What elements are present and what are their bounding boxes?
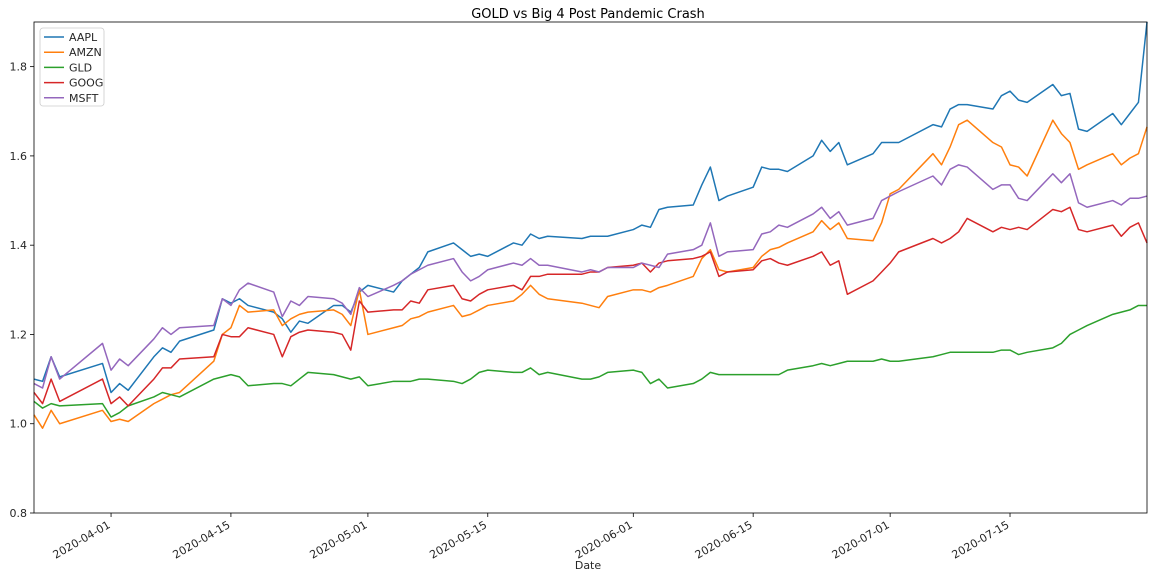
y-axis: 0.8 1.0 1.2 1.4 1.6 1.8 xyxy=(10,61,34,520)
x-tick-label: 2020-04-01 xyxy=(51,518,113,561)
y-tick-label: 1.8 xyxy=(10,61,28,74)
x-tick-label: 2020-05-01 xyxy=(308,518,370,561)
chart-title: GOLD vs Big 4 Post Pandemic Crash xyxy=(471,7,705,22)
x-tick-label: 2020-06-01 xyxy=(573,518,635,561)
x-axis: 2020-04-01 2020-04-15 2020-05-01 2020-05-15… xyxy=(51,513,1012,562)
x-tick-label: 2020-07-15 xyxy=(950,518,1012,561)
y-tick-label: 1.6 xyxy=(10,150,28,163)
plot-frame xyxy=(33,21,1148,514)
series-line-msft xyxy=(33,164,1148,389)
series-line-gld xyxy=(33,304,1147,418)
x-tick-label: 2020-07-01 xyxy=(830,518,892,561)
x-axis-label: Date xyxy=(575,559,602,572)
series-layer xyxy=(33,21,1148,429)
y-tick-label: 1.0 xyxy=(10,418,28,431)
x-tick-label: 2020-04-15 xyxy=(171,518,233,561)
y-tick-label: 0.8 xyxy=(10,507,28,520)
legend-box xyxy=(39,27,105,107)
legend: AAPL AMZN GLD GOOG MSFT xyxy=(39,27,105,107)
y-tick-label: 1.4 xyxy=(10,239,28,252)
series-line-aapl xyxy=(33,21,1148,394)
legend-label-amzn: AMZN xyxy=(69,46,102,59)
legend-label-msft: MSFT xyxy=(69,92,99,105)
x-tick-label: 2020-06-15 xyxy=(693,518,755,561)
series-line-goog xyxy=(33,206,1148,407)
y-tick-label: 1.2 xyxy=(10,328,28,341)
legend-label-gld: GLD xyxy=(69,61,92,74)
series-line-amzn xyxy=(33,119,1148,429)
legend-label-aapl: AAPL xyxy=(69,31,98,44)
x-tick-label: 2020-05-15 xyxy=(427,518,489,561)
legend-label-goog: GOOG xyxy=(69,77,103,90)
